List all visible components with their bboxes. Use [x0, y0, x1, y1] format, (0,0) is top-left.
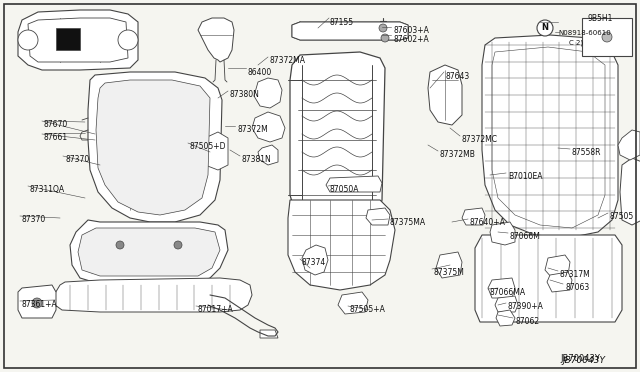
Polygon shape [495, 296, 518, 312]
Text: 87372MA: 87372MA [270, 56, 306, 65]
Text: 9B5H1: 9B5H1 [587, 14, 612, 23]
Text: 87372MC: 87372MC [462, 135, 498, 144]
Polygon shape [292, 22, 408, 40]
Text: 87050A: 87050A [330, 185, 360, 194]
Text: 87017+A: 87017+A [198, 305, 234, 314]
Polygon shape [490, 222, 515, 245]
Circle shape [379, 24, 387, 32]
Text: 87374: 87374 [302, 258, 326, 267]
Polygon shape [78, 228, 220, 276]
Circle shape [118, 30, 138, 50]
Polygon shape [198, 18, 234, 62]
Polygon shape [254, 78, 282, 108]
Polygon shape [202, 132, 228, 170]
Text: 87066MA: 87066MA [490, 288, 526, 297]
Text: 87066M: 87066M [510, 232, 541, 241]
Text: B7010EA: B7010EA [508, 172, 543, 181]
Circle shape [381, 34, 389, 42]
Text: 86400: 86400 [248, 68, 272, 77]
Text: 87370: 87370 [22, 215, 46, 224]
Text: C 2): C 2) [569, 40, 583, 46]
Polygon shape [547, 272, 572, 292]
Circle shape [116, 241, 124, 249]
Text: 87640+A: 87640+A [470, 218, 506, 227]
Polygon shape [326, 176, 382, 192]
Text: 87603+A: 87603+A [393, 26, 429, 35]
Polygon shape [70, 220, 228, 284]
Text: 87063: 87063 [565, 283, 589, 292]
Text: 87372MB: 87372MB [440, 150, 476, 159]
Polygon shape [545, 255, 570, 278]
Text: 87311QA: 87311QA [30, 185, 65, 194]
Polygon shape [620, 158, 640, 225]
Text: 87505+A: 87505+A [350, 305, 386, 314]
Text: 87505: 87505 [610, 212, 634, 221]
Text: 87505+D: 87505+D [190, 142, 227, 151]
Text: 87380N: 87380N [230, 90, 260, 99]
Polygon shape [258, 145, 278, 165]
Polygon shape [618, 130, 640, 160]
Text: JB70043Y: JB70043Y [560, 354, 600, 363]
Polygon shape [366, 208, 390, 225]
Polygon shape [54, 278, 252, 312]
Text: 87558R: 87558R [572, 148, 602, 157]
Polygon shape [338, 292, 368, 314]
Polygon shape [482, 35, 618, 238]
Text: 87602+A: 87602+A [393, 35, 429, 44]
Text: 87317M: 87317M [560, 270, 591, 279]
Polygon shape [260, 330, 278, 338]
Polygon shape [436, 252, 462, 278]
Bar [56, 28, 80, 50]
Text: JB70043Y: JB70043Y [562, 356, 605, 365]
Text: 87661: 87661 [44, 133, 68, 142]
Text: 87643: 87643 [445, 72, 469, 81]
Text: 87361+A: 87361+A [22, 300, 58, 309]
Circle shape [18, 30, 38, 50]
Polygon shape [475, 235, 622, 322]
Text: N: N [541, 23, 548, 32]
Text: 87370: 87370 [65, 155, 89, 164]
Polygon shape [96, 80, 210, 215]
Polygon shape [28, 18, 128, 62]
Text: 87670: 87670 [44, 120, 68, 129]
Polygon shape [496, 310, 515, 326]
Polygon shape [462, 208, 485, 225]
Circle shape [32, 298, 42, 308]
Polygon shape [488, 278, 515, 298]
Polygon shape [290, 52, 385, 225]
Circle shape [602, 32, 612, 42]
Polygon shape [18, 10, 138, 70]
Polygon shape [252, 112, 285, 142]
Text: 87155: 87155 [330, 18, 354, 27]
Text: 87375M: 87375M [434, 268, 465, 277]
Text: N08918-60610: N08918-60610 [558, 30, 611, 36]
Circle shape [537, 20, 553, 36]
Polygon shape [428, 65, 462, 125]
Text: 87375MA: 87375MA [390, 218, 426, 227]
Polygon shape [288, 200, 395, 290]
Text: 87372M: 87372M [237, 125, 268, 134]
Text: 87381N: 87381N [242, 155, 272, 164]
Bar [582, 18, 632, 56]
Polygon shape [88, 72, 222, 222]
Polygon shape [18, 285, 56, 318]
Text: 87390+A: 87390+A [508, 302, 544, 311]
Polygon shape [302, 245, 328, 275]
Circle shape [174, 241, 182, 249]
Text: 87062: 87062 [515, 317, 539, 326]
